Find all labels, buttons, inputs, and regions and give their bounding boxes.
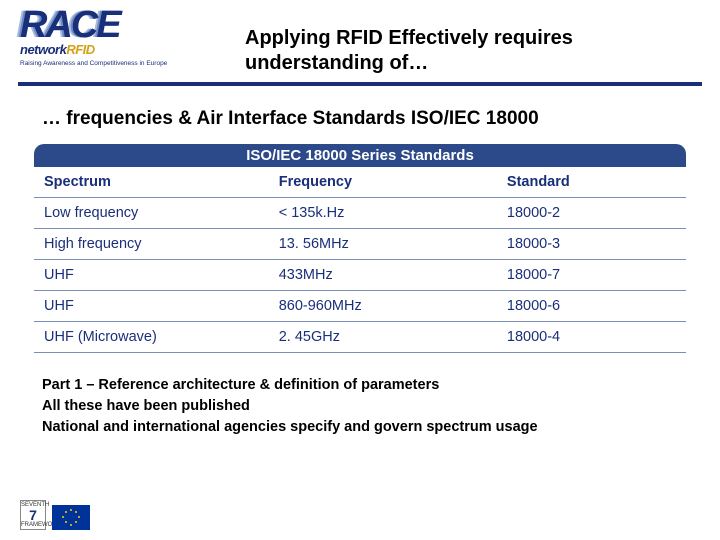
col-frequency: Frequency xyxy=(269,167,497,198)
badge-bottom-text: FRAMEWORK xyxy=(21,522,45,528)
cell-frequency: 2. 45GHz xyxy=(269,322,497,353)
slide-title: Applying RFID Effectively requires under… xyxy=(245,26,700,76)
logo-tagline: Raising Awareness and Competitiveness in… xyxy=(20,60,215,67)
cell-spectrum: UHF (Microwave) xyxy=(34,322,269,353)
table-header-row: Spectrum Frequency Standard xyxy=(34,167,686,198)
table-row: UHF 433MHz 18000-7 xyxy=(34,260,686,291)
table-row: High frequency 13. 56MHz 18000-3 xyxy=(34,229,686,260)
cell-spectrum: High frequency xyxy=(34,229,269,260)
race-logo: RACE networkRFID Raising Awareness and C… xyxy=(20,8,215,78)
cell-spectrum: UHF xyxy=(34,260,269,291)
table-row: Low frequency < 135k.Hz 18000-2 xyxy=(34,198,686,229)
standards-table-wrap: ISO/IEC 18000 Series Standards Spectrum … xyxy=(34,144,686,353)
cell-frequency: 433MHz xyxy=(269,260,497,291)
cell-frequency: 860-960MHz xyxy=(269,291,497,322)
col-standard: Standard xyxy=(497,167,686,198)
table-row: UHF 860-960MHz 18000-6 xyxy=(34,291,686,322)
note-line: Part 1 – Reference architecture & defini… xyxy=(42,375,686,396)
col-spectrum: Spectrum xyxy=(34,167,269,198)
footer-badges: SEVENTH 7 FRAMEWORK xyxy=(20,500,90,530)
cell-standard: 18000-4 xyxy=(497,322,686,353)
fp7-badge: SEVENTH 7 FRAMEWORK xyxy=(20,500,46,530)
cell-standard: 18000-3 xyxy=(497,229,686,260)
cell-spectrum: Low frequency xyxy=(34,198,269,229)
eu-stars xyxy=(62,509,80,527)
logo-sub-network: network xyxy=(20,42,66,57)
title-block: Applying RFID Effectively requires under… xyxy=(215,8,700,76)
note-line: All these have been published xyxy=(42,396,686,417)
badge-number: 7 xyxy=(21,508,45,522)
table-title: ISO/IEC 18000 Series Standards xyxy=(34,144,686,167)
logo-sub-rfid: RFID xyxy=(66,42,94,57)
slide-subheading: … frequencies & Air Interface Standards … xyxy=(0,86,720,140)
cell-standard: 18000-6 xyxy=(497,291,686,322)
cell-spectrum: UHF xyxy=(34,291,269,322)
header: RACE networkRFID Raising Awareness and C… xyxy=(0,0,720,78)
cell-standard: 18000-7 xyxy=(497,260,686,291)
cell-frequency: < 135k.Hz xyxy=(269,198,497,229)
eu-flag-icon xyxy=(52,505,90,530)
standards-table: Spectrum Frequency Standard Low frequenc… xyxy=(34,167,686,353)
notes-block: Part 1 – Reference architecture & defini… xyxy=(0,353,720,438)
cell-standard: 18000-2 xyxy=(497,198,686,229)
note-line: National and international agencies spec… xyxy=(42,417,686,438)
logo-main-text: RACE xyxy=(20,8,215,42)
cell-frequency: 13. 56MHz xyxy=(269,229,497,260)
table-row: UHF (Microwave) 2. 45GHz 18000-4 xyxy=(34,322,686,353)
